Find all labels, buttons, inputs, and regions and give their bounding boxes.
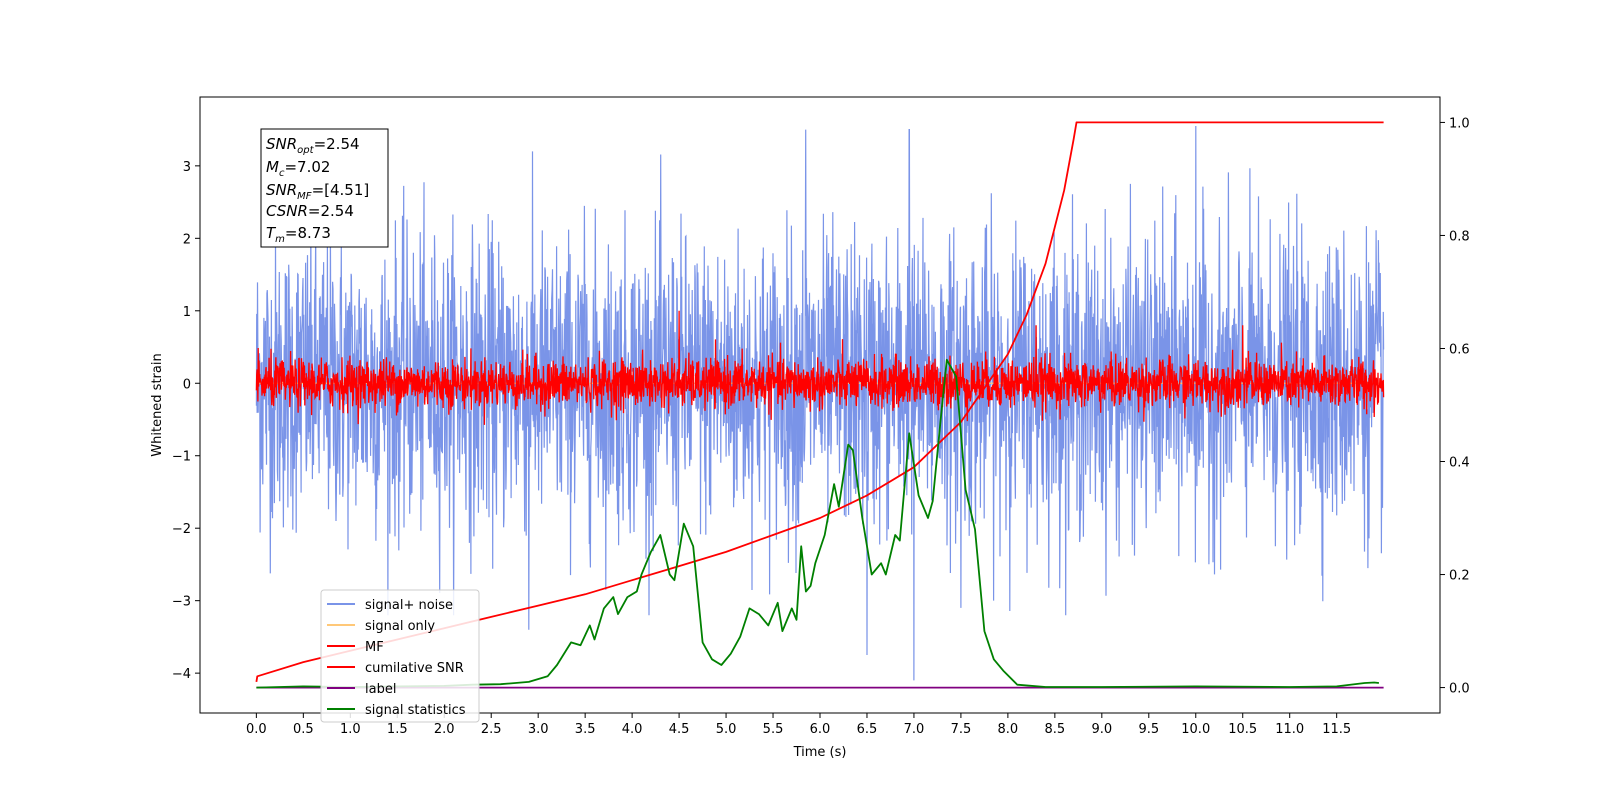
legend-label-mf: MF bbox=[365, 640, 384, 655]
y-tick-label: 3 bbox=[183, 160, 191, 175]
y2-tick-label: 0.6 bbox=[1449, 342, 1470, 357]
x-tick-label: 7.5 bbox=[951, 722, 972, 737]
y-tick-label: 2 bbox=[183, 232, 191, 247]
series-signal-statistics bbox=[256, 358, 1379, 689]
x-tick-label: 9.5 bbox=[1138, 722, 1159, 737]
x-tick-label: 5.5 bbox=[763, 722, 784, 737]
legend-label-cumulative-snr: cumilative SNR bbox=[365, 661, 464, 676]
x-tick-label: 10.0 bbox=[1181, 722, 1210, 737]
x-tick-label: 7.0 bbox=[904, 722, 925, 737]
x-tick-label: 9.0 bbox=[1091, 722, 1112, 737]
y-axis-label: Whitened strain bbox=[150, 353, 165, 456]
info-box: SNRopt=2.54 Mc=7.02 SNRMF=[4.51] CSNR=2.… bbox=[260, 128, 389, 248]
x-tick-label: 2.5 bbox=[481, 722, 502, 737]
y-tick-label: −2 bbox=[172, 522, 191, 537]
y-axis-right: 1.0 0.8 0.6 0.4 0.2 0.0 bbox=[1440, 116, 1470, 697]
x-tick-label: 0.5 bbox=[293, 722, 314, 737]
y2-tick-label: 0.8 bbox=[1449, 229, 1470, 244]
x-axis: 0.0 0.5 1.0 1.5 2.0 2.5 3.0 3.5 4.0 4.5 5.0 5.5 6.0 6… bbox=[246, 713, 1351, 737]
y-tick-label: −1 bbox=[172, 450, 191, 465]
x-tick-label: 10.5 bbox=[1228, 722, 1257, 737]
info-box-frame bbox=[260, 128, 389, 248]
info-tm: Tm=8.73 bbox=[266, 224, 331, 245]
x-tick-label: 4.5 bbox=[669, 722, 690, 737]
legend: signal+ noise signal only MF cumilative … bbox=[320, 589, 480, 723]
y-tick-label: −3 bbox=[172, 595, 191, 610]
x-tick-label: 8.5 bbox=[1045, 722, 1066, 737]
y-tick-label: 0 bbox=[183, 377, 191, 392]
info-csnr: CSNR=2.54 bbox=[266, 202, 354, 220]
x-tick-label: 4.0 bbox=[622, 722, 643, 737]
info-snr-mf: SNRMF=[4.51] bbox=[266, 181, 369, 202]
legend-label-signal-statistics: signal statistics bbox=[365, 703, 466, 718]
x-tick-label: 6.5 bbox=[857, 722, 878, 737]
y2-tick-label: 0.0 bbox=[1449, 682, 1470, 697]
y2-tick-label: 0.2 bbox=[1449, 569, 1470, 584]
x-tick-label: 2.0 bbox=[434, 722, 455, 737]
y2-tick-label: 0.4 bbox=[1449, 456, 1470, 471]
x-tick-label: 6.0 bbox=[810, 722, 831, 737]
info-mc: Mc=7.02 bbox=[266, 158, 330, 179]
legend-label-signal-only: signal only bbox=[365, 619, 435, 634]
x-axis-label: Time (s) bbox=[793, 745, 847, 760]
info-snr-opt: SNRopt=2.54 bbox=[266, 135, 360, 156]
x-tick-label: 11.0 bbox=[1275, 722, 1304, 737]
x-tick-label: 11.5 bbox=[1322, 722, 1351, 737]
x-tick-label: 3.5 bbox=[575, 722, 596, 737]
legend-label-signal-noise: signal+ noise bbox=[365, 598, 453, 613]
legend-frame bbox=[320, 589, 480, 723]
legend-label-label: label bbox=[365, 682, 396, 697]
y2-tick-label: 1.0 bbox=[1449, 116, 1470, 131]
x-tick-label: 1.5 bbox=[387, 722, 408, 737]
y-axis-left: 3 2 1 0 −1 −2 −3 −4 bbox=[172, 160, 200, 682]
x-tick-label: 0.0 bbox=[246, 722, 267, 737]
y-tick-label: 1 bbox=[183, 305, 191, 320]
series-mf bbox=[255, 310, 1385, 425]
x-tick-label: 5.0 bbox=[716, 722, 737, 737]
x-tick-label: 8.0 bbox=[998, 722, 1019, 737]
y-tick-label: −4 bbox=[172, 667, 191, 682]
x-tick-label: 1.0 bbox=[340, 722, 361, 737]
x-tick-label: 3.0 bbox=[528, 722, 549, 737]
